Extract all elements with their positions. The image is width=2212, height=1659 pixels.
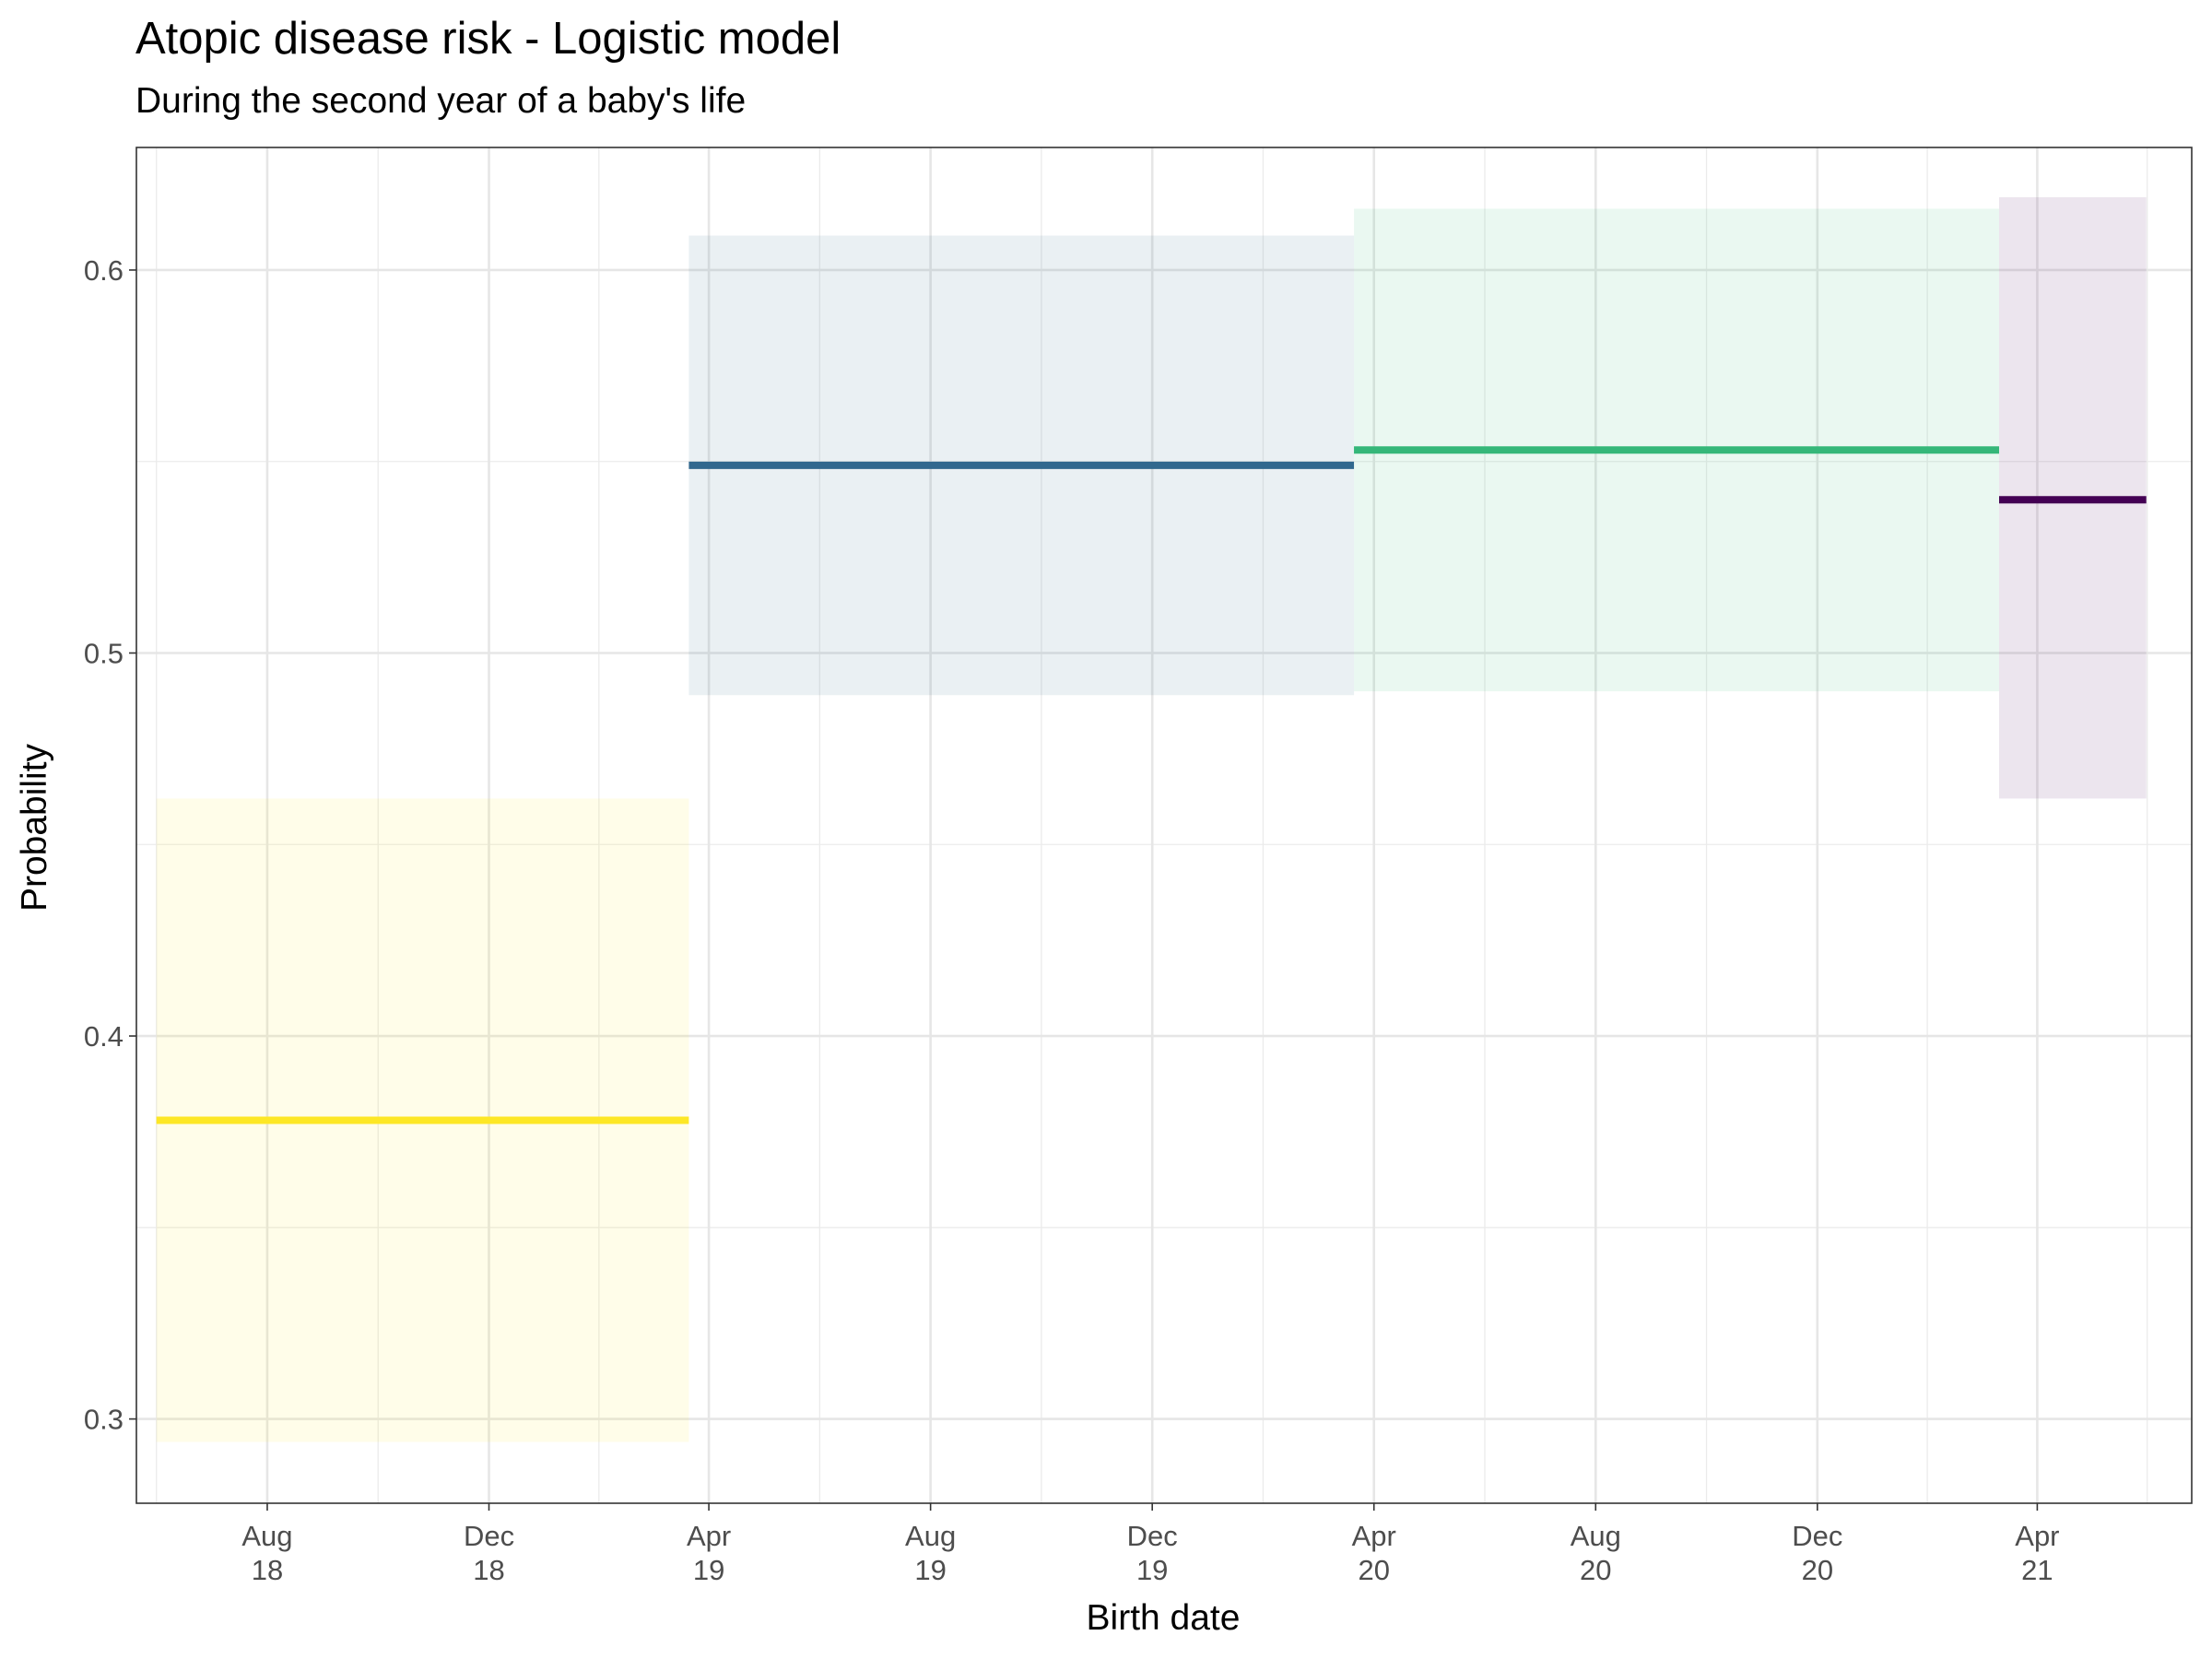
y-tick-label: 0.6: [84, 254, 124, 287]
x-tick-label: Dec 18: [464, 1520, 514, 1586]
x-tick-label: Dec 20: [1792, 1520, 1842, 1586]
y-axis-title: Probability: [15, 743, 54, 912]
y-tick-label: 0.4: [84, 1020, 124, 1053]
estimate-lines: [156, 446, 2147, 1124]
x-tick-label: Apr 20: [1352, 1520, 1396, 1586]
x-tick-label: Apr 19: [687, 1520, 731, 1586]
x-tick-label: Aug 20: [1571, 1520, 1621, 1586]
minor-gridlines: [136, 147, 2192, 1503]
chart-subtitle: During the second year of a baby's life: [135, 81, 747, 121]
x-tick-label: Aug 19: [905, 1520, 956, 1586]
x-axis: Aug 18 Dec 18 Apr 19 Aug 19 Dec 19 Apr 20 Aug 20 Dec 20…: [241, 1503, 2060, 1586]
y-tick-label: 0.5: [84, 638, 124, 670]
y-axis: 0.3 0.4 0.5 0.6: [84, 254, 136, 1436]
x-tick-label: Aug 18: [241, 1520, 292, 1586]
major-gridlines: [136, 147, 2192, 1503]
x-tick-label: Dec 19: [1127, 1520, 1178, 1586]
y-tick-label: 0.3: [84, 1404, 124, 1436]
chart-title: Atopic disease risk - Logistic model: [135, 14, 841, 64]
x-tick-label: Apr 21: [2015, 1520, 2059, 1586]
panel-border: [135, 147, 2193, 1504]
x-axis-title: Birth date: [1087, 1598, 1241, 1638]
